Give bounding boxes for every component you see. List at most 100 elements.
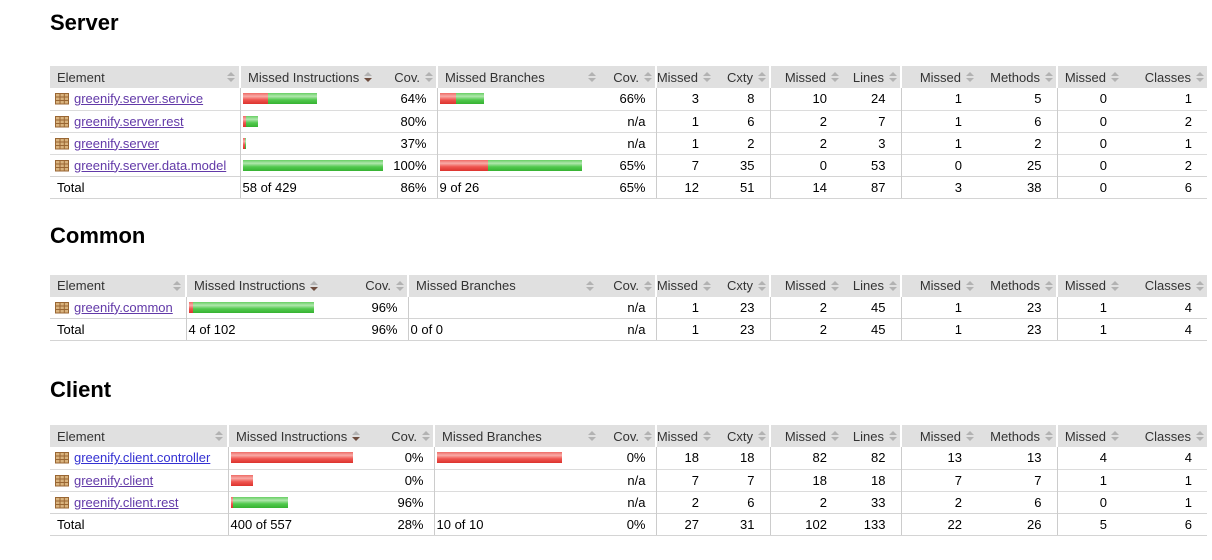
package-icon [55,115,69,127]
column-header-missed-11[interactable]: Missed [1056,274,1122,297]
sort-icon [758,280,766,291]
package-icon [55,93,69,105]
branches-coverage-bar-cell [436,109,600,132]
branches-coverage-bar-cell [407,296,598,319]
column-header-cov-4[interactable]: Cov. [600,425,656,447]
column-header-cov-4[interactable]: Cov. [598,274,656,297]
metric-value: 2 [769,490,842,513]
header-row: Element Missed Instructions Cov. Missed Bra… [50,66,1207,88]
package-link[interactable]: greenify.server.rest [74,113,184,129]
metric-value: 4 [1056,447,1122,469]
column-header-lines-8[interactable]: Lines [842,274,901,297]
column-header-classes-12[interactable]: Classes [1122,274,1207,297]
missed-bar-segment [230,496,233,508]
column-header-missed-9[interactable]: Missed [900,66,977,88]
column-header-missed-branches-3[interactable]: Missed Branches [433,425,600,447]
package-icon [55,474,69,486]
package-link[interactable]: greenify.client [74,472,154,488]
column-header-missed-instructions-1[interactable]: Missed Instructions [227,425,390,447]
column-header-cov-2[interactable]: Cov. [351,274,408,297]
sort-icon [1196,72,1204,82]
package-link[interactable]: greenify.client.controller [74,450,211,466]
column-label: Missed [784,278,826,293]
column-header-missed-9[interactable]: Missed [900,425,977,447]
column-header-missed-11[interactable]: Missed [1056,66,1122,88]
metric-value: 18 [655,447,714,469]
instructions-coverage-bar [230,474,391,486]
column-header-cov-2[interactable]: Cov. [392,66,437,88]
column-header-missed-9[interactable]: Missed [900,274,977,297]
branches-coverage-bar-cell [436,153,600,176]
missed-bar-segment [439,159,488,171]
branches-coverage-value: n/a [627,299,646,315]
total-metric-value: 22 [900,512,977,536]
column-header-element-0[interactable]: Element [50,274,186,297]
package-link[interactable]: greenify.server [74,135,160,151]
column-header-missed-7[interactable]: Missed [769,274,842,297]
column-label: Missed Instructions [248,69,360,85]
element-cell: greenify.server [50,131,240,154]
column-header-cov-2[interactable]: Cov. [390,425,434,447]
metric-value: 82 [871,450,886,466]
column-header-classes-12[interactable]: Classes [1122,425,1207,447]
column-header-methods-10[interactable]: Methods [977,425,1057,447]
column-header-missed-7[interactable]: Missed [769,66,842,88]
package-icon [55,137,69,149]
column-header-cxty-6[interactable]: Cxty [714,425,770,447]
metric-value: 2 [977,131,1057,154]
package-link[interactable]: greenify.server.data.model [74,157,227,173]
branches-coverage-value: 0% [626,450,646,466]
section-title: Client [50,377,112,402]
column-header-missed-branches-3[interactable]: Missed Branches [407,274,598,297]
column-header-missed-11[interactable]: Missed [1056,425,1122,447]
column-header-classes-12[interactable]: Classes [1122,66,1207,88]
metric-value: 2 [769,109,842,132]
column-header-methods-10[interactable]: Methods [977,274,1057,297]
sort-icon [758,72,766,82]
total-instructions-coverage: 28% [390,512,434,536]
column-header-missed-instructions-1[interactable]: Missed Instructions [185,274,351,297]
column-header-element-0[interactable]: Element [50,66,240,88]
metric-value: 2 [1122,153,1207,176]
column-label: Methods [990,428,1040,444]
column-header-missed-5[interactable]: Missed [655,274,714,297]
column-header-cxty-6[interactable]: Cxty [714,66,770,88]
element-cell: greenify.client [50,468,228,491]
sort-icon [173,280,181,291]
metric-value: 0 [900,153,977,176]
branches-coverage-value: 65% [600,153,656,176]
metric-value: 2 [1122,109,1207,132]
total-metric-value: 27 [655,512,714,536]
instructions-coverage-bar [230,496,391,508]
total-metric-value: 87 [842,175,901,199]
column-header-lines-8[interactable]: Lines [842,425,901,447]
column-header-missed-5[interactable]: Missed [655,66,714,88]
metric-value: 1 [1184,91,1192,107]
column-header-cxty-6[interactable]: Cxty [714,274,770,297]
column-header-element-0[interactable]: Element [50,425,228,447]
column-header-methods-10[interactable]: Methods [977,66,1057,88]
metric-value: 18 [769,468,842,491]
column-header-missed-7[interactable]: Missed [769,425,842,447]
package-link[interactable]: greenify.common [74,299,173,315]
metric-value: 6 [977,490,1057,513]
package-link[interactable]: greenify.client.rest [74,494,179,510]
element-content: greenify.common [55,300,186,315]
total-metric-value: 14 [769,175,842,199]
sort-icon [889,431,897,441]
table-row: greenify.server 37% n/a 1 2 2 3 1 2 0 1 [50,131,1207,154]
metric-value: 1 [1122,131,1207,154]
column-header-lines-8[interactable]: Lines [842,66,901,88]
metric-value: 0 [1056,490,1122,513]
column-label: Element [57,69,105,85]
column-label: Missed Instructions [194,278,306,293]
column-label: Cov. [613,69,639,85]
column-header-cov-4[interactable]: Cov. [600,66,656,88]
total-metric-value: 102 [769,512,842,536]
package-link[interactable]: greenify.server.service [74,91,204,107]
column-header-missed-5[interactable]: Missed [655,425,714,447]
column-header-missed-instructions-1[interactable]: Missed Instructions [239,66,392,88]
column-header-missed-branches-3[interactable]: Missed Branches [436,66,600,88]
section-title: Common [50,222,146,248]
metric-value: 2 [714,131,770,154]
